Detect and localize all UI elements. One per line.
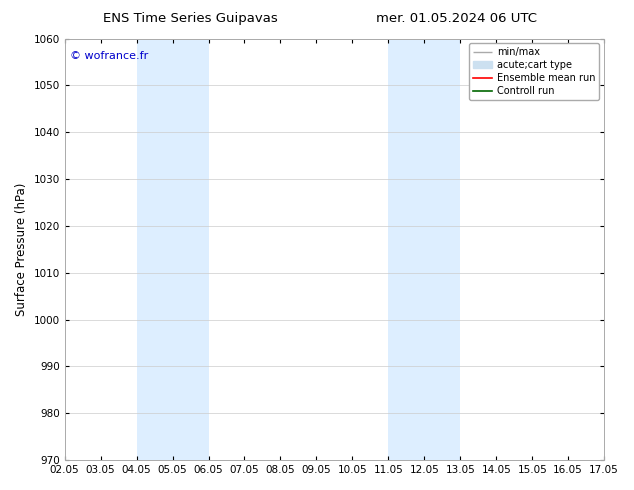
Text: © wofrance.fr: © wofrance.fr	[70, 51, 148, 61]
Y-axis label: Surface Pressure (hPa): Surface Pressure (hPa)	[15, 183, 28, 316]
Bar	[136, 39, 209, 460]
Legend: min/max, acute;cart type, Ensemble mean run, Controll run: min/max, acute;cart type, Ensemble mean …	[469, 44, 599, 100]
Text: mer. 01.05.2024 06 UTC: mer. 01.05.2024 06 UTC	[376, 12, 537, 25]
Bar	[389, 39, 460, 460]
Text: ENS Time Series Guipavas: ENS Time Series Guipavas	[103, 12, 278, 25]
